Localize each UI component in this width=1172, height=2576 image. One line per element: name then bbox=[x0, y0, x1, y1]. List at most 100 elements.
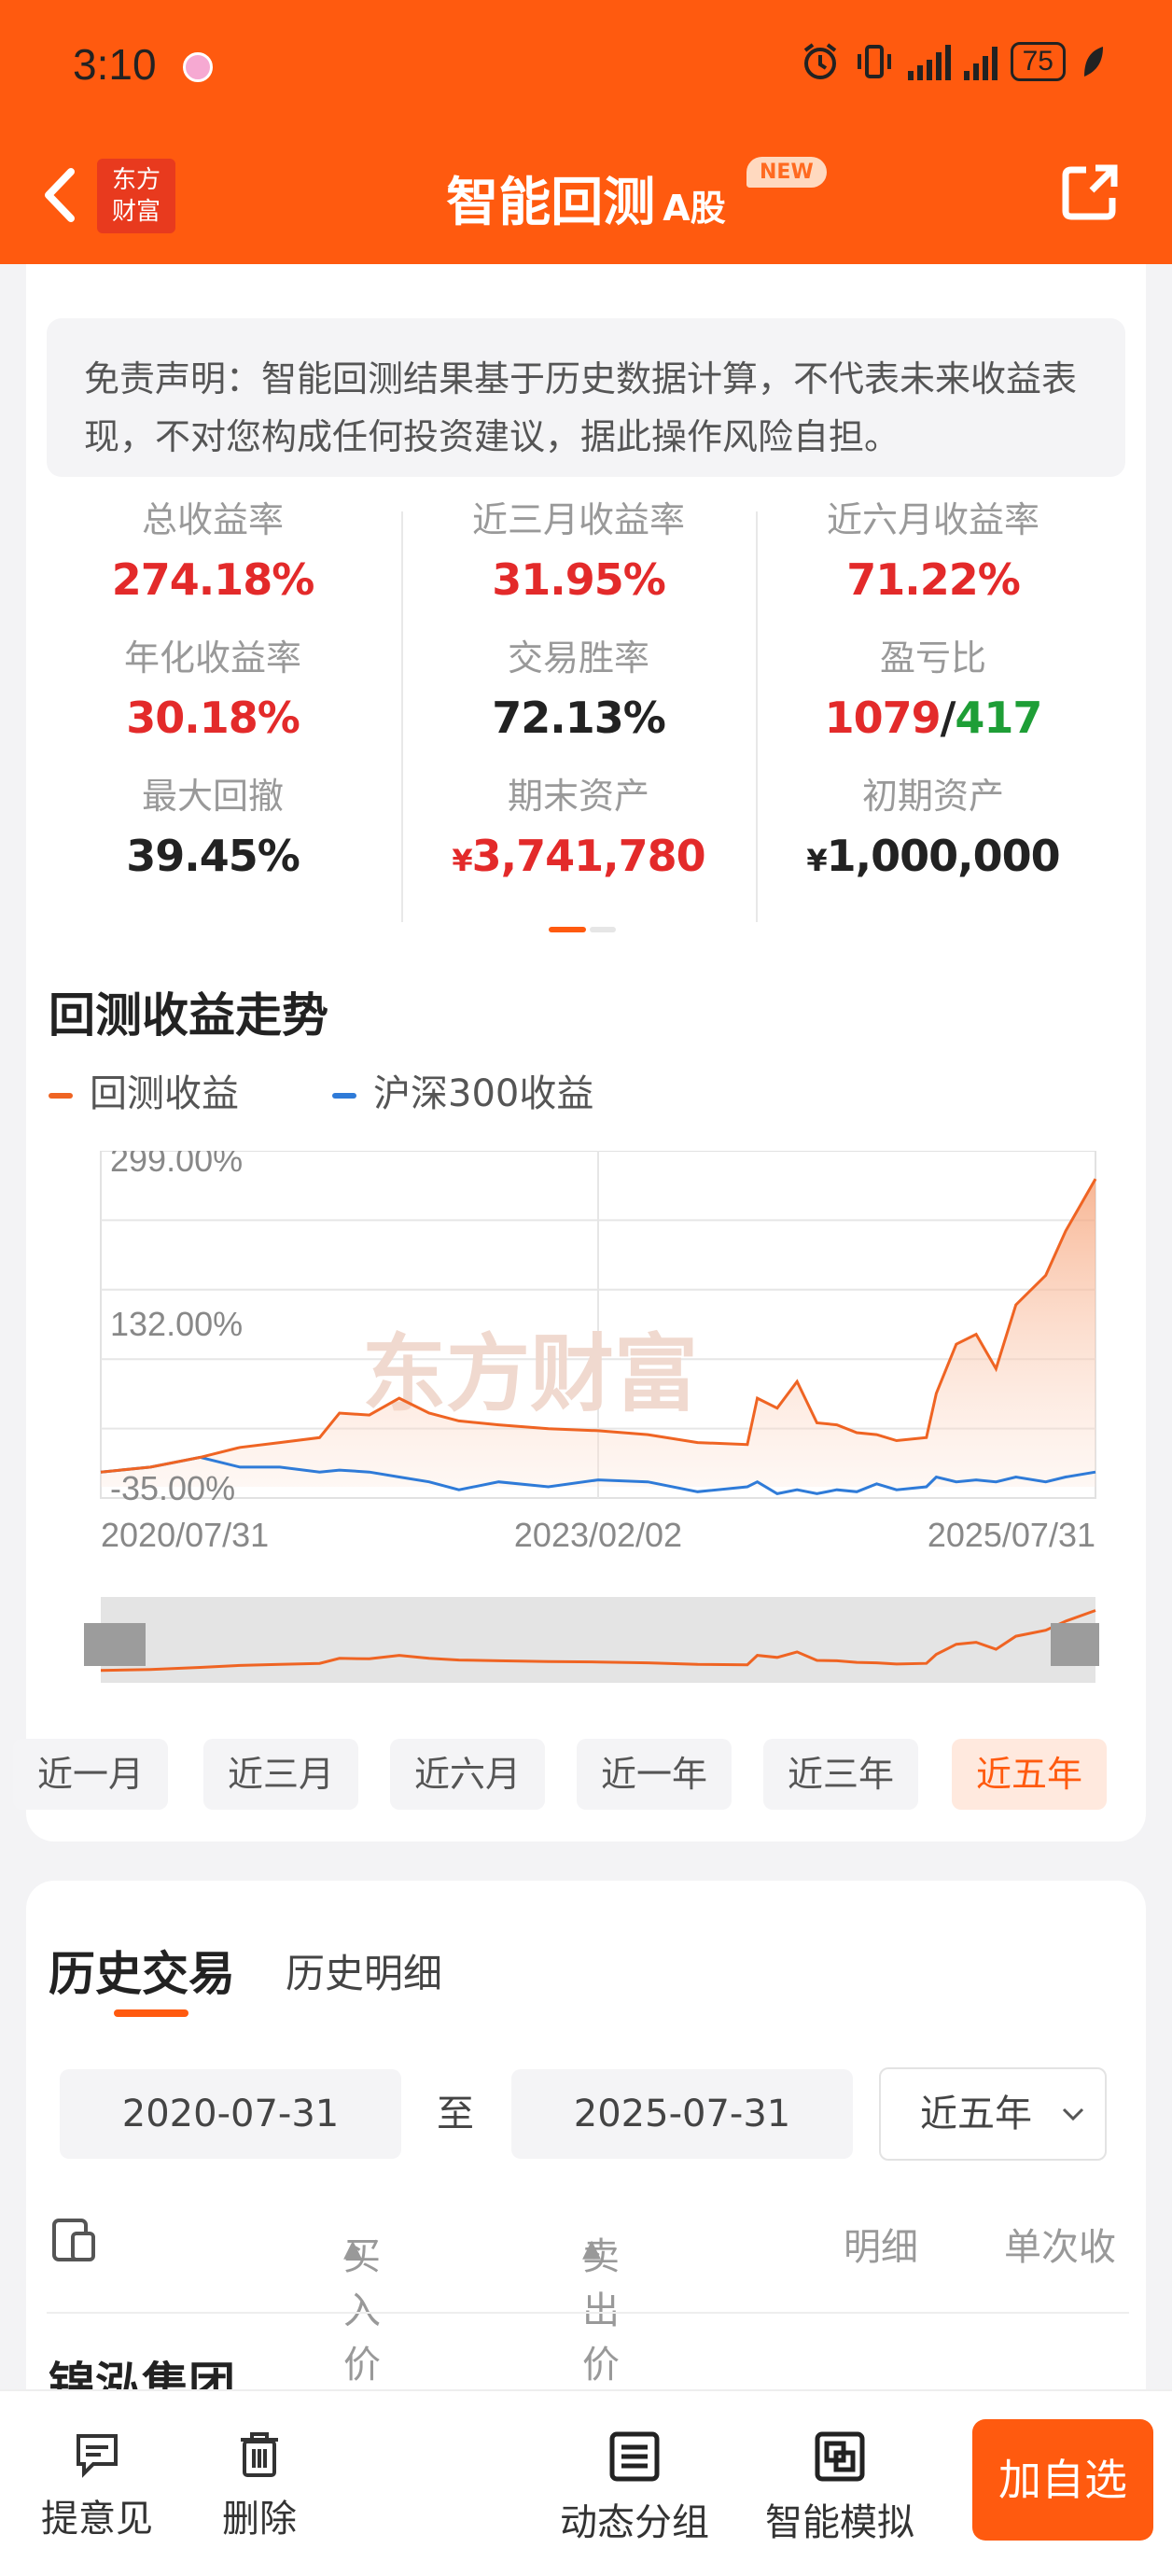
history-card: 历史交易 历史明细 2020-07-31 至 2025-07-31 近五年 买入… bbox=[26, 1881, 1146, 2441]
metrics-row: 最大回撤 39.45% 期末资产 ¥3,741,780 初期资产 ¥1,000,… bbox=[35, 769, 1118, 900]
nav-bar: 东方财富 智能回测 A股 NEW bbox=[0, 149, 1172, 243]
period-selector: 近一月 近三月 近六月 近一年 近三年 近五年 bbox=[13, 1739, 1146, 1813]
status-time: 3:10 bbox=[73, 40, 157, 89]
feedback-icon bbox=[77, 2434, 118, 2478]
smart-simulate-label: 智能模拟 bbox=[765, 2501, 914, 2544]
dynamic-group-label: 动态分组 bbox=[560, 2501, 709, 2544]
csi300-line bbox=[100, 1455, 1096, 1495]
legend-label: 沪深300收益 bbox=[373, 1072, 594, 1115]
metric-amount: 1,000,000 bbox=[826, 831, 1061, 881]
metric-total-return: 总收益率 274.18% bbox=[35, 493, 390, 612]
chart-legend: 回测收益 沪深300收益 bbox=[49, 1063, 593, 1117]
period-1m[interactable]: 近一月 bbox=[13, 1739, 168, 1810]
win-count: 1079 bbox=[824, 693, 942, 743]
active-tab-indicator bbox=[114, 2009, 188, 2017]
table-divider bbox=[47, 2312, 1129, 2314]
battery-level: 75 bbox=[1010, 42, 1066, 81]
y-tick-label: 132.00% bbox=[110, 1305, 243, 1343]
metric-annual-return: 年化收益率 30.18% bbox=[35, 631, 390, 750]
logo-line1: 东方 bbox=[111, 166, 160, 194]
navigator-handle-right[interactable] bbox=[1051, 1623, 1099, 1666]
trash-icon bbox=[241, 2432, 278, 2477]
metric-value: ¥1,000,000 bbox=[756, 823, 1110, 889]
smart-simulate-button[interactable]: 智能模拟 bbox=[763, 2429, 916, 2546]
metric-profit-loss-ratio: 盈亏比 1079/417 bbox=[756, 631, 1110, 750]
page-dot bbox=[590, 927, 616, 932]
metric-end-assets: 期末资产 ¥3,741,780 bbox=[401, 769, 756, 889]
period-3y[interactable]: 近三年 bbox=[763, 1739, 918, 1810]
currency-symbol: ¥ bbox=[452, 843, 472, 878]
trade-table-header: 买入价(元) ▴ 卖出价(元) ▴ 明细 单次收 bbox=[26, 2207, 1146, 2441]
metric-3m-return: 近三月收益率 31.95% bbox=[401, 493, 756, 612]
metrics-row: 总收益率 274.18% 近三月收益率 31.95% 近六月收益率 71.22% bbox=[35, 493, 1118, 623]
delete-button[interactable]: 删除 bbox=[213, 2429, 306, 2542]
end-date-field[interactable]: 2025-07-31 bbox=[511, 2069, 853, 2159]
period-1y[interactable]: 近一年 bbox=[577, 1739, 732, 1810]
metric-6m-return: 近六月收益率 71.22% bbox=[756, 493, 1110, 612]
period-3m[interactable]: 近三月 bbox=[203, 1739, 358, 1810]
period-6m[interactable]: 近六月 bbox=[390, 1739, 545, 1810]
legend-swatch bbox=[332, 1093, 356, 1099]
metric-value: 72.13% bbox=[492, 693, 666, 743]
metric-label: 初期资产 bbox=[861, 776, 1004, 817]
metric-value: 31.95% bbox=[492, 554, 666, 605]
notification-dot-icon bbox=[183, 52, 213, 82]
range-select[interactable]: 近五年 bbox=[879, 2067, 1107, 2161]
metric-value: 30.18% bbox=[126, 693, 300, 743]
market-label: A股 bbox=[663, 188, 726, 229]
metric-label: 年化收益率 bbox=[123, 637, 301, 679]
tab-history-details[interactable]: 历史明细 bbox=[286, 1951, 443, 1996]
column-settings-icon[interactable] bbox=[49, 2215, 99, 2265]
app-logo: 东方 财富 bbox=[97, 159, 175, 233]
page-title: 智能回测 A股 bbox=[0, 161, 1172, 236]
metrics-divider bbox=[401, 511, 403, 922]
new-badge: NEW bbox=[746, 157, 827, 188]
legend-item-csi300: 沪深300收益 bbox=[332, 1063, 593, 1117]
page-dot-active bbox=[549, 927, 586, 932]
range-select-value: 近五年 bbox=[920, 2093, 1032, 2135]
feedback-button[interactable]: 提意见 bbox=[41, 2429, 153, 2542]
metric-label: 最大回撤 bbox=[141, 776, 284, 817]
backtest-area bbox=[101, 1179, 1095, 1487]
dynamic-group-button[interactable]: 动态分组 bbox=[558, 2429, 711, 2546]
back-arrow-icon[interactable] bbox=[34, 162, 90, 228]
metric-label: 期末资产 bbox=[507, 776, 649, 817]
metric-max-drawdown: 最大回撤 39.45% bbox=[35, 769, 390, 889]
metric-value: 71.22% bbox=[846, 554, 1021, 605]
sort-triangle-icon: ▴ bbox=[582, 2226, 602, 2269]
metric-amount: 3,741,780 bbox=[471, 831, 706, 881]
metrics-row: 年化收益率 30.18% 交易胜率 72.13% 盈亏比 1079/417 bbox=[35, 631, 1118, 762]
status-bar: 3:10 75 bbox=[73, 39, 1107, 99]
backtest-summary-card: 免责声明：智能回测结果基于历史数据计算，不代表未来收益表现，不对您构成任何投资建… bbox=[13, 264, 1146, 1841]
sort-triangle-icon: ▴ bbox=[343, 2226, 363, 2269]
loss-count: 417 bbox=[955, 693, 1042, 743]
bottom-toolbar: 提意见 删除 动态分组 智能模拟 加自选 bbox=[0, 2389, 1172, 2576]
tab-history-trades[interactable]: 历史交易 bbox=[49, 1947, 235, 2001]
list-icon bbox=[609, 2431, 660, 2482]
metric-label: 总收益率 bbox=[141, 499, 284, 540]
signal-icon-2 bbox=[963, 43, 998, 80]
period-5y[interactable]: 近五年 bbox=[952, 1739, 1107, 1810]
navigator-line bbox=[100, 1609, 1096, 1673]
metric-win-rate: 交易胜率 72.13% bbox=[401, 631, 756, 750]
add-watchlist-button[interactable]: 加自选 bbox=[972, 2419, 1153, 2541]
x-tick-label: 2023/02/02 bbox=[514, 1516, 682, 1554]
metric-value: ¥3,741,780 bbox=[401, 823, 756, 889]
metric-value: 274.18% bbox=[111, 554, 315, 605]
metric-initial-assets: 初期资产 ¥1,000,000 bbox=[756, 769, 1110, 889]
navigator-handle-left[interactable] bbox=[84, 1623, 146, 1666]
metric-label: 近三月收益率 bbox=[471, 499, 685, 540]
app-header: 3:10 75 东方财富 智能回测 A股 NEW bbox=[0, 0, 1172, 264]
leaf-icon bbox=[1084, 47, 1103, 77]
logo-line2: 财富 bbox=[111, 198, 160, 226]
y-tick-label: -35.00% bbox=[110, 1469, 235, 1507]
share-icon[interactable] bbox=[1058, 159, 1123, 224]
start-date-field[interactable]: 2020-07-31 bbox=[60, 2069, 401, 2159]
legend-label: 回测收益 bbox=[90, 1072, 239, 1115]
chevron-down-icon bbox=[1062, 2107, 1084, 2121]
feedback-label: 提意见 bbox=[41, 2498, 153, 2541]
range-navigator[interactable] bbox=[101, 1597, 1095, 1683]
date-range-separator: 至 bbox=[437, 2093, 474, 2135]
currency-symbol: ¥ bbox=[806, 843, 827, 878]
